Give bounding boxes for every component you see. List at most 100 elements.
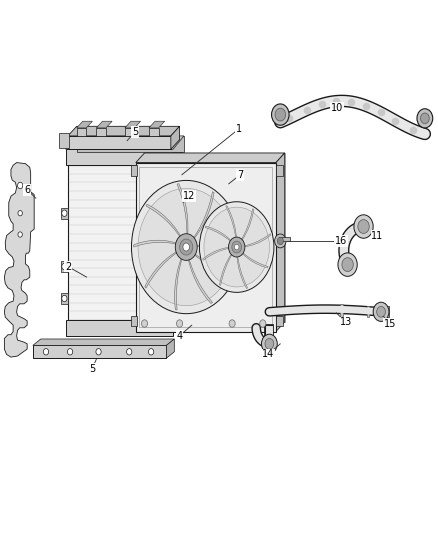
- Circle shape: [175, 233, 197, 260]
- Polygon shape: [134, 240, 180, 247]
- Polygon shape: [237, 253, 247, 288]
- Circle shape: [131, 180, 241, 313]
- Bar: [276, 316, 283, 326]
- Circle shape: [148, 349, 154, 355]
- Circle shape: [199, 201, 274, 292]
- Polygon shape: [66, 136, 184, 149]
- Polygon shape: [226, 206, 237, 241]
- Circle shape: [272, 104, 289, 125]
- Polygon shape: [276, 153, 285, 332]
- Bar: [33, 345, 166, 358]
- Polygon shape: [175, 254, 184, 310]
- Bar: [171, 197, 176, 208]
- Circle shape: [180, 239, 193, 255]
- Bar: [378, 306, 389, 317]
- Circle shape: [358, 220, 369, 233]
- Circle shape: [67, 349, 73, 355]
- Circle shape: [260, 320, 266, 327]
- Text: 1: 1: [236, 124, 242, 134]
- Text: 2: 2: [65, 262, 71, 271]
- Circle shape: [171, 200, 176, 205]
- Circle shape: [338, 253, 357, 276]
- Text: 10: 10: [331, 103, 343, 112]
- Polygon shape: [96, 121, 112, 128]
- Polygon shape: [145, 250, 180, 288]
- Circle shape: [275, 234, 286, 248]
- Text: 16: 16: [335, 236, 347, 246]
- Polygon shape: [177, 184, 188, 239]
- Circle shape: [183, 243, 190, 251]
- Text: 7: 7: [237, 170, 243, 180]
- Text: 14: 14: [262, 350, 274, 359]
- Circle shape: [229, 237, 245, 257]
- Bar: [276, 165, 283, 176]
- Polygon shape: [68, 126, 180, 136]
- Text: 11: 11: [371, 231, 384, 240]
- Polygon shape: [240, 209, 254, 243]
- Polygon shape: [136, 153, 285, 163]
- Polygon shape: [4, 163, 34, 357]
- Circle shape: [232, 241, 241, 253]
- Polygon shape: [171, 126, 180, 149]
- Circle shape: [234, 244, 239, 250]
- Circle shape: [171, 253, 176, 259]
- Circle shape: [62, 295, 67, 302]
- Bar: [149, 128, 159, 136]
- Bar: [68, 165, 171, 320]
- Bar: [340, 304, 343, 317]
- Bar: [61, 261, 68, 272]
- Text: 13: 13: [340, 318, 352, 327]
- Bar: [367, 306, 369, 317]
- Circle shape: [342, 257, 353, 271]
- Circle shape: [265, 338, 274, 349]
- Bar: [61, 208, 68, 219]
- Text: 15: 15: [384, 319, 396, 329]
- Polygon shape: [191, 192, 214, 242]
- Bar: [131, 316, 137, 326]
- Polygon shape: [241, 234, 271, 247]
- Bar: [77, 128, 86, 136]
- Circle shape: [275, 108, 286, 121]
- Bar: [66, 320, 173, 336]
- Bar: [96, 128, 106, 136]
- Polygon shape: [205, 226, 233, 244]
- Text: 12: 12: [183, 191, 195, 201]
- Bar: [139, 167, 272, 327]
- Circle shape: [141, 320, 148, 327]
- Circle shape: [417, 109, 433, 128]
- Polygon shape: [146, 204, 183, 240]
- Bar: [59, 133, 69, 148]
- Bar: [125, 128, 134, 136]
- Circle shape: [377, 306, 385, 317]
- Polygon shape: [77, 121, 92, 128]
- Polygon shape: [240, 251, 268, 268]
- Polygon shape: [203, 247, 232, 260]
- Bar: [68, 136, 171, 149]
- Circle shape: [373, 302, 389, 321]
- Circle shape: [204, 207, 269, 287]
- Circle shape: [43, 349, 49, 355]
- Polygon shape: [149, 121, 165, 128]
- Polygon shape: [68, 152, 182, 165]
- Bar: [66, 149, 173, 165]
- Circle shape: [18, 182, 23, 189]
- Circle shape: [171, 296, 176, 301]
- Circle shape: [277, 237, 283, 245]
- Bar: [171, 293, 176, 304]
- Text: 4: 4: [177, 331, 183, 341]
- Bar: [131, 165, 137, 176]
- Circle shape: [354, 215, 373, 238]
- Bar: [171, 251, 176, 261]
- Polygon shape: [171, 152, 182, 320]
- Circle shape: [261, 334, 277, 353]
- Circle shape: [229, 320, 235, 327]
- Bar: [279, 237, 290, 241]
- Polygon shape: [166, 339, 174, 358]
- Bar: [136, 163, 276, 332]
- Text: 5: 5: [132, 127, 138, 137]
- Circle shape: [62, 210, 67, 216]
- Circle shape: [18, 232, 22, 237]
- Polygon shape: [33, 339, 174, 345]
- Circle shape: [138, 189, 234, 306]
- Circle shape: [96, 349, 101, 355]
